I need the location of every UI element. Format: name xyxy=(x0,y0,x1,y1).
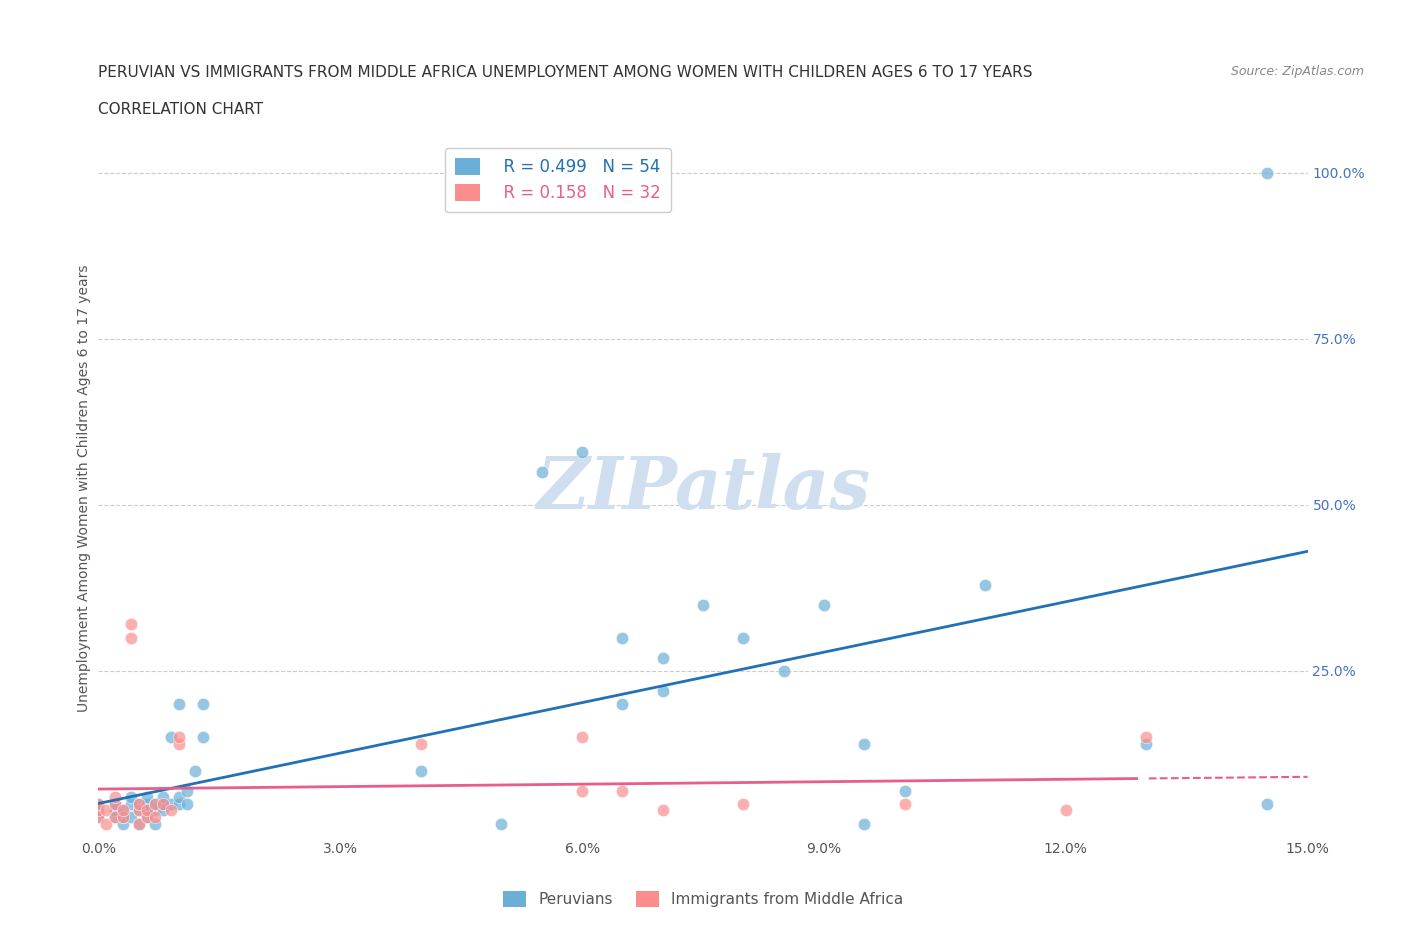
Point xyxy=(160,803,183,817)
Point xyxy=(733,631,755,645)
Point xyxy=(692,597,714,612)
Point xyxy=(1256,796,1278,811)
Point xyxy=(893,783,915,798)
Point xyxy=(87,803,110,817)
Point xyxy=(193,730,215,745)
Point xyxy=(87,810,110,825)
Point xyxy=(974,578,997,592)
Point xyxy=(612,783,634,798)
Point xyxy=(103,796,125,811)
Point xyxy=(1135,737,1157,751)
Point xyxy=(103,803,125,817)
Point xyxy=(813,597,835,612)
Point xyxy=(135,790,157,804)
Point xyxy=(893,796,915,811)
Point xyxy=(120,631,142,645)
Text: ZIPatlas: ZIPatlas xyxy=(536,453,870,524)
Point xyxy=(143,817,166,831)
Point xyxy=(167,697,190,711)
Point xyxy=(135,810,157,825)
Point xyxy=(733,796,755,811)
Point xyxy=(96,817,118,831)
Text: Source: ZipAtlas.com: Source: ZipAtlas.com xyxy=(1230,65,1364,78)
Point xyxy=(409,737,432,751)
Point xyxy=(120,810,142,825)
Point xyxy=(87,796,110,811)
Point xyxy=(152,803,174,817)
Point xyxy=(152,796,174,811)
Point xyxy=(87,803,110,817)
Point xyxy=(135,796,157,811)
Point xyxy=(651,650,673,665)
Point xyxy=(143,803,166,817)
Point xyxy=(128,803,150,817)
Point xyxy=(96,803,118,817)
Point xyxy=(87,810,110,825)
Point xyxy=(120,790,142,804)
Point xyxy=(167,790,190,804)
Point xyxy=(111,810,134,825)
Point xyxy=(111,810,134,825)
Point xyxy=(143,796,166,811)
Point xyxy=(87,796,110,811)
Point xyxy=(651,684,673,698)
Point xyxy=(103,796,125,811)
Point xyxy=(184,764,207,778)
Point xyxy=(128,796,150,811)
Point xyxy=(491,817,513,831)
Point xyxy=(135,810,157,825)
Point xyxy=(143,796,166,811)
Point xyxy=(176,796,198,811)
Text: PERUVIAN VS IMMIGRANTS FROM MIDDLE AFRICA UNEMPLOYMENT AMONG WOMEN WITH CHILDREN: PERUVIAN VS IMMIGRANTS FROM MIDDLE AFRIC… xyxy=(98,65,1033,80)
Point xyxy=(530,464,553,479)
Point xyxy=(193,697,215,711)
Point xyxy=(160,730,183,745)
Point xyxy=(103,810,125,825)
Point xyxy=(120,796,142,811)
Point xyxy=(571,445,593,459)
Point xyxy=(772,663,794,678)
Point xyxy=(167,737,190,751)
Text: CORRELATION CHART: CORRELATION CHART xyxy=(98,102,263,117)
Point xyxy=(128,817,150,831)
Point xyxy=(160,796,183,811)
Point xyxy=(853,737,876,751)
Point xyxy=(612,697,634,711)
Point xyxy=(651,803,673,817)
Point xyxy=(152,796,174,811)
Point xyxy=(135,803,157,817)
Point xyxy=(128,796,150,811)
Point xyxy=(103,810,125,825)
Point xyxy=(143,810,166,825)
Point xyxy=(152,790,174,804)
Point xyxy=(409,764,432,778)
Point xyxy=(1135,730,1157,745)
Y-axis label: Unemployment Among Women with Children Ages 6 to 17 years: Unemployment Among Women with Children A… xyxy=(77,264,91,712)
Point xyxy=(176,783,198,798)
Point xyxy=(120,617,142,631)
Point xyxy=(1054,803,1077,817)
Point xyxy=(111,817,134,831)
Point xyxy=(128,803,150,817)
Point xyxy=(612,631,634,645)
Point xyxy=(571,730,593,745)
Point xyxy=(111,803,134,817)
Point xyxy=(571,783,593,798)
Point xyxy=(135,803,157,817)
Point xyxy=(167,730,190,745)
Point xyxy=(103,790,125,804)
Point xyxy=(111,803,134,817)
Point xyxy=(128,817,150,831)
Point xyxy=(1256,166,1278,180)
Legend:   R = 0.499   N = 54,   R = 0.158   N = 32: R = 0.499 N = 54, R = 0.158 N = 32 xyxy=(444,148,671,212)
Legend: Peruvians, Immigrants from Middle Africa: Peruvians, Immigrants from Middle Africa xyxy=(496,884,910,913)
Point xyxy=(167,796,190,811)
Point xyxy=(853,817,876,831)
